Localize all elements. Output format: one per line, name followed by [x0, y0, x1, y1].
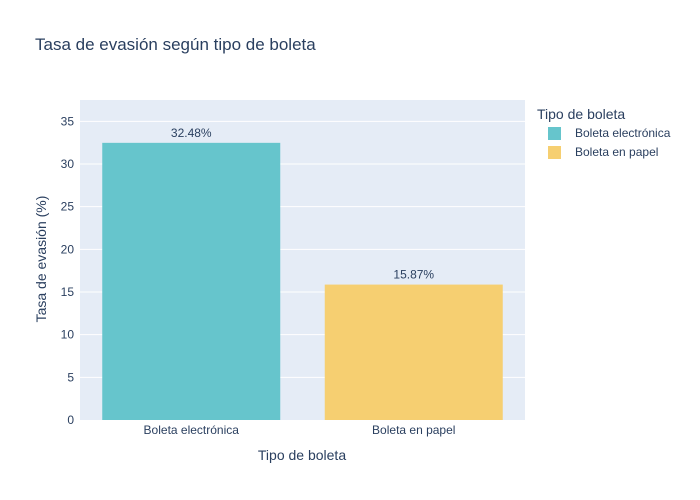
legend-title: Tipo de boleta [537, 106, 625, 122]
y-tick-label: 35 [61, 114, 75, 128]
x-tick-label: Boleta en papel [372, 423, 455, 437]
y-tick-label: 15 [61, 285, 75, 299]
y-tick-label: 10 [61, 328, 75, 342]
legend-swatch[interactable] [548, 127, 561, 140]
chart-title: Tasa de evasión según tipo de boleta [35, 35, 316, 54]
x-tick-label: Boleta electrónica [144, 423, 240, 437]
y-tick-label: 25 [61, 200, 75, 214]
bar-2[interactable] [325, 285, 503, 420]
x-axis-ticks: Boleta electrónica Boleta en papel [144, 423, 456, 437]
legend-entry[interactable]: Boleta electrónica [575, 126, 671, 140]
x-axis-title: Tipo de boleta [258, 447, 346, 463]
legend-entry[interactable]: Boleta en papel [575, 145, 658, 159]
y-tick-label: 0 [67, 413, 74, 427]
data-label: 15.87% [393, 268, 434, 282]
y-axis-title: Tasa de evasión (%) [33, 196, 49, 323]
bar-1[interactable] [102, 143, 280, 420]
data-label: 32.48% [171, 126, 212, 140]
legend[interactable]: Tipo de boleta Boleta electrónica Boleta … [537, 106, 671, 159]
y-axis-ticks: 0 5 10 15 20 25 30 35 [61, 114, 75, 427]
y-tick-label: 5 [67, 370, 74, 384]
y-tick-label: 20 [61, 242, 75, 256]
legend-swatch[interactable] [548, 146, 561, 159]
y-tick-label: 30 [61, 157, 75, 171]
